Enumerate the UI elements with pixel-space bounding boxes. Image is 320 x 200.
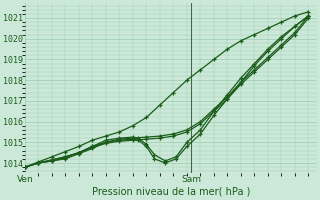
X-axis label: Pression niveau de la mer( hPa ): Pression niveau de la mer( hPa )	[92, 187, 250, 197]
